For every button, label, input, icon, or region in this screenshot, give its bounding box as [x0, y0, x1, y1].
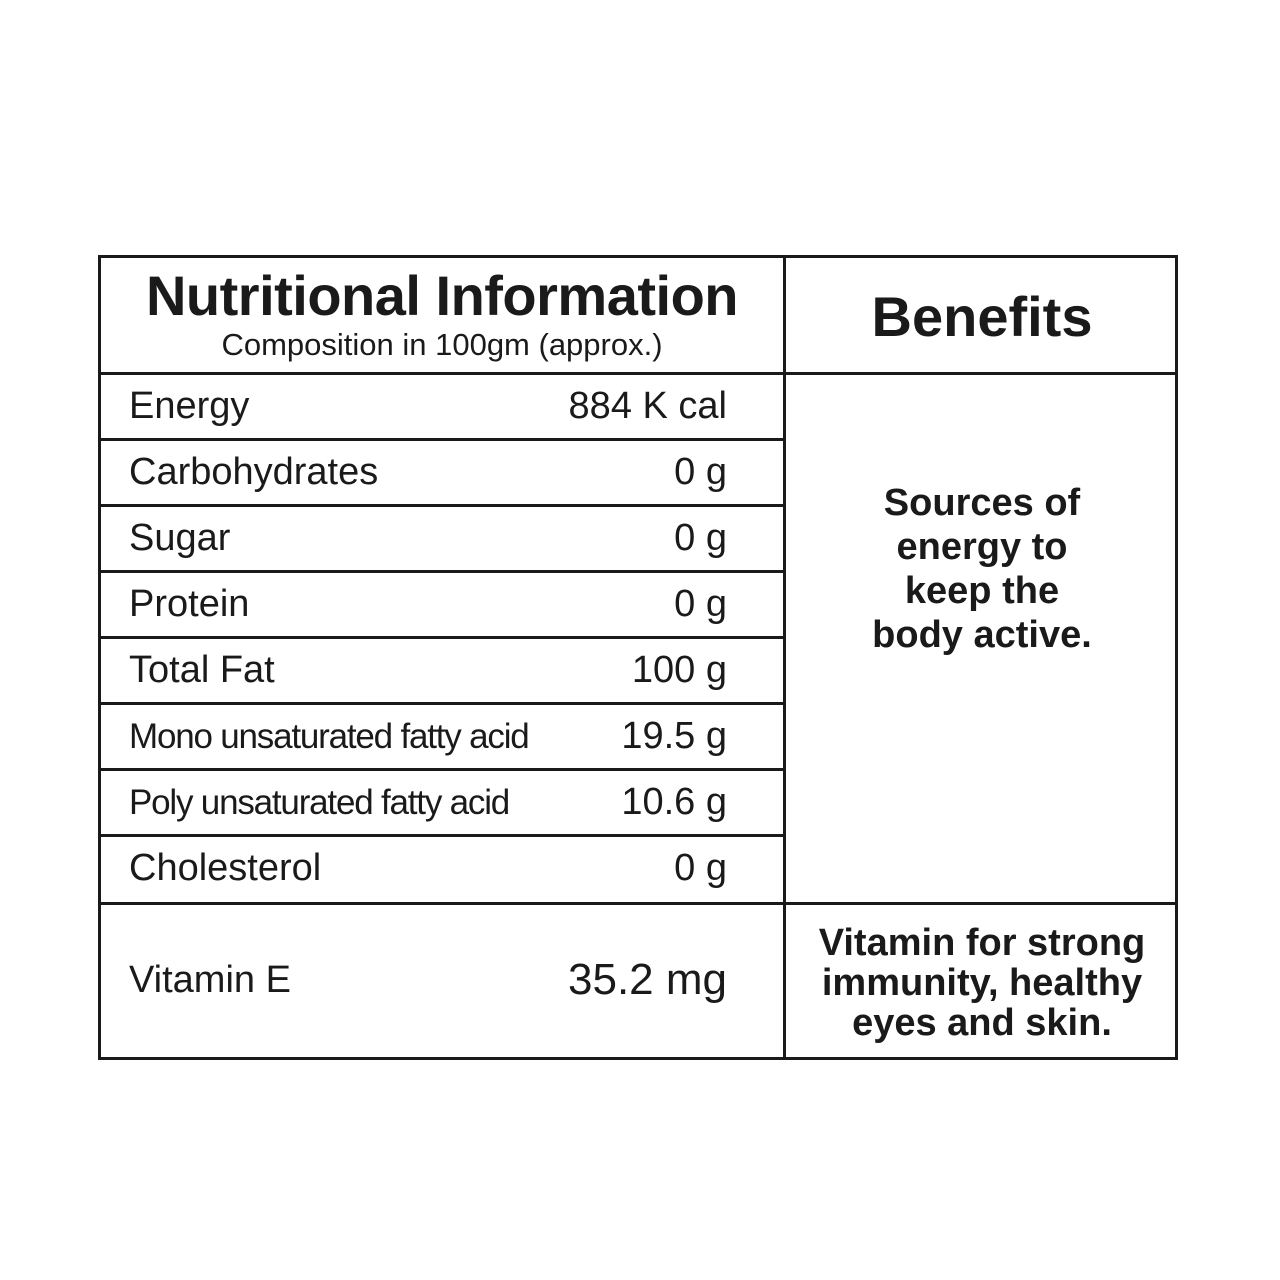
benefit-line: Vitamin for strong	[818, 921, 1146, 964]
vitamin-benefit: Vitamin for strong immunity, healthy eye…	[786, 905, 1178, 1060]
benefit-line: energy to	[896, 525, 1068, 568]
row-divider	[101, 702, 783, 705]
vitamin-row: Vitamin E 35.2 mg	[101, 905, 783, 1060]
row-divider	[101, 768, 783, 771]
vitamin-label: Vitamin E	[129, 959, 291, 1001]
nutrient-label: Sugar	[129, 517, 231, 559]
benefit-line: eyes and skin.	[852, 1001, 1112, 1044]
nutrient-row-protein: Protein 0 g	[101, 573, 783, 636]
nutrient-row-sugar: Sugar 0 g	[101, 507, 783, 570]
nutrient-label: Total Fat	[129, 649, 275, 691]
row-divider	[101, 636, 783, 639]
nutrient-label: Energy	[129, 385, 250, 427]
nutrient-row-pufa: Poly unsaturated fatty acid 10.6 g	[101, 771, 783, 834]
nutrient-value: 10.6 g	[621, 781, 727, 823]
header-divider	[101, 372, 1175, 375]
nutrient-value: 0 g	[674, 451, 727, 493]
row-divider	[101, 570, 783, 573]
table-title: Nutritional Information	[145, 264, 739, 327]
section-divider	[101, 902, 1175, 905]
nutrient-label: Carbohydrates	[129, 451, 379, 493]
benefit-line: body active.	[872, 613, 1092, 656]
nutrient-value: 0 g	[674, 583, 727, 625]
benefit-line: keep the	[904, 569, 1060, 612]
nutrient-value: 19.5 g	[621, 715, 727, 757]
nutrient-label: Poly unsaturated fatty acid	[129, 783, 510, 822]
benefits-heading: Benefits	[871, 284, 1093, 348]
nutrient-row-total-fat: Total Fat 100 g	[101, 639, 783, 702]
nutrient-row-carbohydrates: Carbohydrates 0 g	[101, 441, 783, 504]
nutrient-label: Cholesterol	[129, 847, 322, 889]
row-divider	[101, 504, 783, 507]
title-cell: Nutritional Information Composition in 1…	[101, 258, 783, 374]
energy-benefit: Sources of energy to keep the body activ…	[786, 375, 1178, 902]
benefit-line: immunity, healthy	[821, 961, 1143, 1004]
column-divider	[783, 258, 786, 1057]
nutrient-value: 0 g	[674, 517, 727, 559]
nutrient-label: Mono unsaturated fatty acid	[129, 717, 530, 756]
nutrient-label: Protein	[129, 583, 250, 625]
benefit-line: Sources of	[883, 481, 1081, 524]
row-divider	[101, 834, 783, 837]
nutrient-value: 100 g	[631, 649, 727, 691]
nutrient-row-mufa: Mono unsaturated fatty acid 19.5 g	[101, 705, 783, 768]
nutrient-value: 0 g	[674, 847, 727, 889]
row-divider	[101, 438, 783, 441]
nutrient-row-cholesterol: Cholesterol 0 g	[101, 837, 783, 900]
vitamin-value: 35.2 mg	[568, 955, 727, 1004]
nutrient-row-energy: Energy 884 K cal	[101, 375, 783, 438]
nutrient-value: 884 K cal	[568, 385, 727, 427]
table-subtitle: Composition in 100gm (approx.)	[221, 327, 663, 362]
nutrition-table: Nutritional Information Composition in 1…	[98, 255, 1178, 1060]
